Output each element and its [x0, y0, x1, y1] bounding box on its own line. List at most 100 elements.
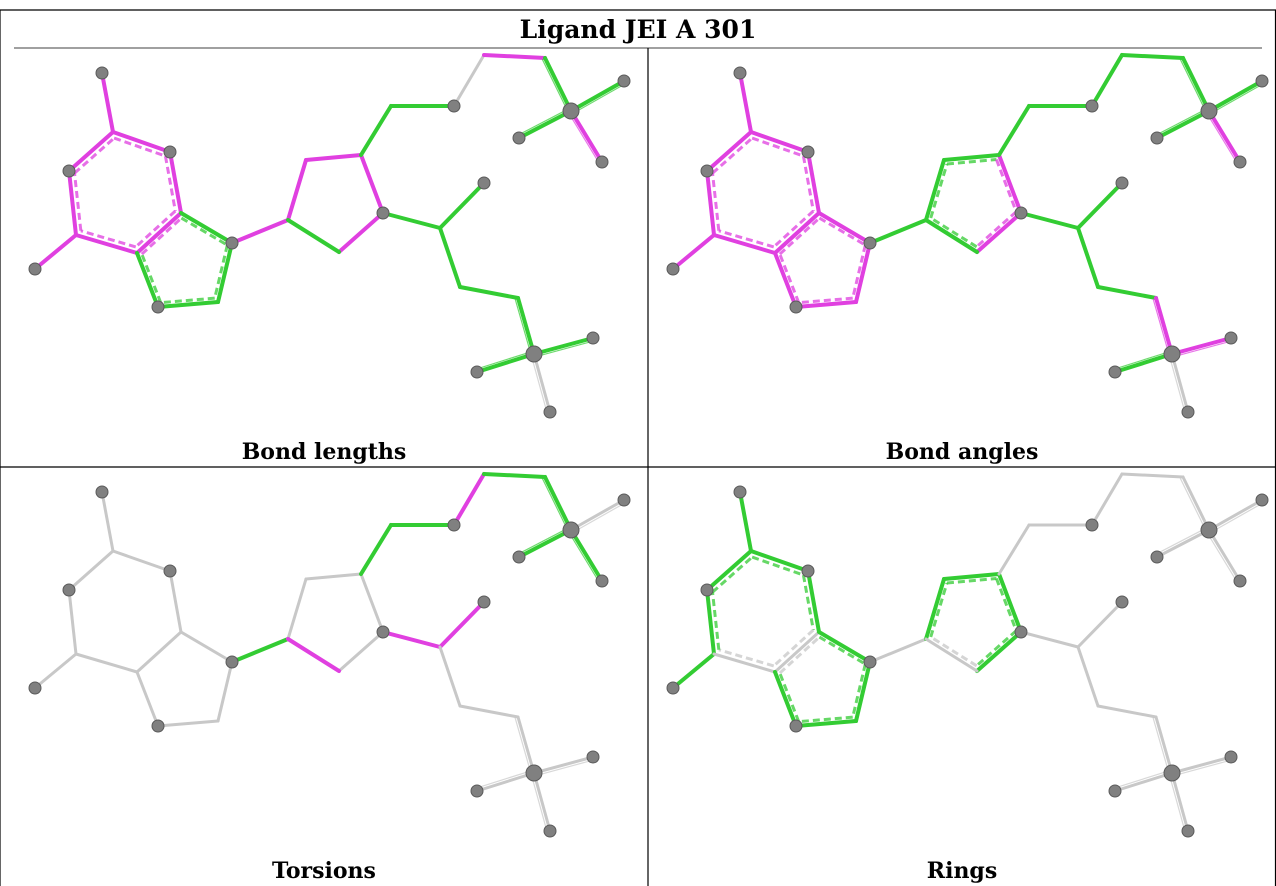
bond — [216, 241, 234, 304]
bond-shadow — [567, 531, 600, 583]
bond — [705, 588, 716, 656]
bond — [135, 251, 160, 309]
bond-shadow — [475, 350, 534, 370]
atom — [163, 564, 177, 578]
bond — [67, 549, 115, 592]
bond — [516, 715, 536, 775]
aromatic-dash — [778, 216, 821, 256]
bond-shadow — [1172, 759, 1232, 777]
bond — [168, 569, 183, 634]
bond — [74, 652, 139, 674]
bond-shadow — [1168, 773, 1186, 832]
molecule-torsions — [28, 472, 631, 838]
panel-label-bond-angles: Bond angles — [886, 439, 1039, 465]
bond — [1096, 704, 1158, 719]
atom — [595, 574, 609, 588]
bond — [738, 490, 753, 553]
bond — [1207, 109, 1242, 164]
bond — [1181, 56, 1211, 113]
bond — [1019, 211, 1080, 230]
bond — [1090, 472, 1124, 527]
bond — [924, 158, 946, 222]
bond — [1154, 715, 1174, 775]
atom — [1224, 750, 1238, 764]
atom — [700, 164, 714, 178]
atom — [1224, 331, 1238, 345]
bond — [337, 211, 385, 254]
atom — [666, 262, 680, 276]
atom — [151, 300, 165, 314]
bond-shadow — [1205, 112, 1238, 164]
bond — [381, 630, 442, 649]
panels-layer — [28, 53, 1269, 838]
bond-shadow — [514, 717, 532, 774]
bond — [304, 572, 363, 581]
bond — [135, 670, 160, 728]
bond-shadow — [1113, 769, 1172, 789]
bond-shadow — [541, 478, 569, 532]
bond — [854, 660, 872, 723]
bond-shadow — [517, 526, 570, 555]
aromatic-dash — [801, 574, 815, 631]
bond — [806, 569, 821, 634]
bond — [1154, 296, 1174, 356]
bond — [773, 630, 821, 674]
bond-shadow — [534, 340, 594, 358]
bond — [1207, 528, 1242, 583]
bond-shadow — [541, 59, 569, 113]
atom — [1115, 595, 1129, 609]
bond — [532, 755, 595, 775]
aromatic-dash — [772, 209, 815, 249]
aromatic-dash — [718, 648, 775, 668]
bond — [924, 218, 979, 254]
bond — [997, 572, 1023, 634]
bond — [924, 637, 979, 673]
bond — [100, 490, 115, 553]
aromatic-dash — [946, 577, 997, 585]
atom — [512, 550, 526, 564]
bond — [532, 352, 552, 414]
bond — [1181, 475, 1211, 532]
bond — [1170, 755, 1233, 775]
bond — [111, 549, 172, 573]
bond — [452, 472, 486, 527]
bond-shadow — [572, 502, 626, 534]
atom — [617, 74, 631, 88]
bond — [1019, 630, 1080, 649]
bond — [794, 300, 858, 309]
bond — [482, 472, 547, 479]
atom — [1233, 574, 1247, 588]
bond-shadow — [475, 769, 534, 789]
atom-center — [562, 521, 580, 539]
atom — [1150, 131, 1164, 145]
bond — [438, 645, 462, 708]
atom — [95, 485, 109, 499]
aromatic-dash — [778, 635, 821, 675]
bond — [1207, 79, 1264, 113]
bond — [458, 285, 520, 300]
bond — [997, 523, 1031, 576]
atom — [62, 583, 76, 597]
aromatic-dash — [163, 155, 177, 212]
aromatic-dash — [134, 209, 177, 249]
bond — [749, 130, 810, 154]
bond — [543, 56, 573, 113]
bond — [1207, 498, 1264, 532]
bond-shadow — [1152, 717, 1170, 774]
atom-center — [1200, 521, 1218, 539]
atom — [470, 784, 484, 798]
atom — [863, 655, 877, 669]
bond — [773, 211, 821, 255]
atom — [1085, 518, 1099, 532]
bond — [705, 549, 753, 592]
bond — [74, 233, 139, 255]
bond — [179, 630, 234, 664]
atom — [586, 331, 600, 345]
aromatic-dash — [140, 216, 183, 256]
bond — [286, 158, 308, 222]
aromatic-dash — [160, 296, 215, 305]
aromatic-dash — [213, 244, 229, 299]
bond — [230, 218, 290, 245]
bond — [286, 218, 341, 254]
